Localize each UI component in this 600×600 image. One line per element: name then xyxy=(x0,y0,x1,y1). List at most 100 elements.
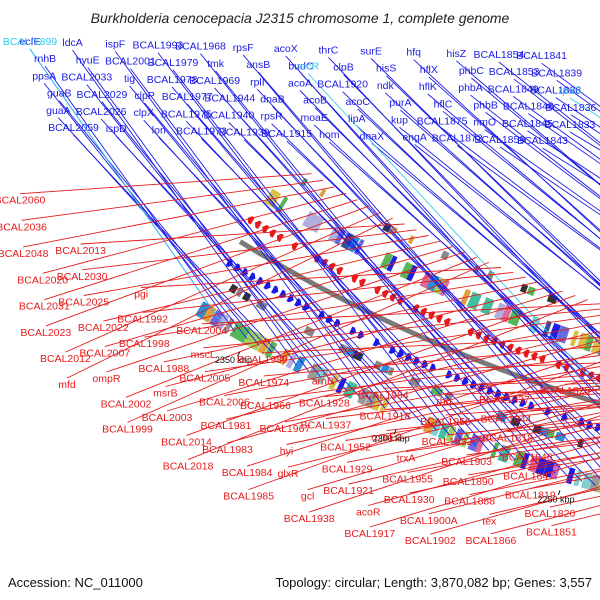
forward-gene-label[interactable]: engA xyxy=(402,132,427,144)
reverse-gene-label[interactable]: BCAL1837 xyxy=(479,394,530,406)
forward-gene-label[interactable]: hflC xyxy=(434,98,453,110)
reverse-gene-label[interactable]: BCAL1890 xyxy=(443,476,494,488)
forward-gene-label[interactable]: BCAL1944 xyxy=(204,92,255,104)
forward-gene-label[interactable]: BCAL1939 xyxy=(219,127,270,139)
reverse-gene-label[interactable]: BCAL2005 xyxy=(179,373,230,385)
reverse-gene-label[interactable]: rho xyxy=(436,396,451,408)
forward-gene-label[interactable]: tig xyxy=(124,73,135,85)
forward-gene-label[interactable]: clpX xyxy=(133,107,153,119)
reverse-gene-label[interactable]: BCAL2060 xyxy=(0,195,46,207)
reverse-gene-label[interactable]: BCAL2025 xyxy=(58,297,109,309)
reverse-gene-label[interactable]: BCAL1998 xyxy=(119,338,170,350)
reverse-gene-label[interactable]: trxA xyxy=(397,453,416,465)
reverse-gene-label[interactable]: BCAL1989 xyxy=(237,354,288,366)
forward-gene-label[interactable]: BCAL1845 xyxy=(502,118,553,130)
reverse-gene-label[interactable]: BCAL2022 xyxy=(78,322,129,334)
reverse-gene-label[interactable]: BCAL1974 xyxy=(238,377,289,389)
reverse-gene-label[interactable]: BCAL1955 xyxy=(382,473,433,485)
forward-gene-label[interactable]: BCAL2059 xyxy=(48,122,99,134)
forward-gene-label[interactable]: acoC xyxy=(345,96,370,108)
reverse-gene-label[interactable]: BCAL2014 xyxy=(161,436,212,448)
reverse-gene-label[interactable]: BCAL1954 xyxy=(358,389,409,401)
forward-gene-label[interactable]: BCAL1843 xyxy=(517,135,568,147)
forward-gene-label[interactable]: ispF xyxy=(105,38,125,50)
forward-gene-label[interactable]: BCAL1839 xyxy=(531,67,582,79)
forward-gene-label[interactable]: moaE xyxy=(300,112,327,124)
forward-gene-label[interactable]: BCAL2029 xyxy=(77,89,128,101)
forward-gene-label[interactable]: dnaX xyxy=(360,130,385,142)
reverse-gene-label[interactable]: BCAL2007 xyxy=(79,348,130,360)
reverse-gene-label[interactable]: BCAL1932 xyxy=(422,436,473,448)
reverse-gene-label[interactable]: BCAL2030 xyxy=(57,271,108,283)
forward-gene-label[interactable]: BCAL1841 xyxy=(516,50,567,62)
reverse-gene-label[interactable]: pgi xyxy=(134,289,148,301)
forward-gene-label[interactable]: hom xyxy=(319,129,340,141)
reverse-gene-label[interactable]: BCAL1921 xyxy=(323,485,374,497)
forward-gene-label[interactable]: BCAL1848 xyxy=(503,101,554,113)
reverse-gene-label[interactable]: BCAL1903 xyxy=(441,456,492,468)
reverse-gene-label[interactable]: BCAL1820 xyxy=(525,508,576,520)
reverse-gene-label[interactable]: BCAL2020 xyxy=(17,274,68,286)
forward-gene-label[interactable]: BCAL2001 xyxy=(105,56,156,68)
forward-gene-label[interactable]: phbB xyxy=(473,99,498,111)
forward-gene-label[interactable]: kup xyxy=(391,114,408,126)
reverse-gene-label[interactable]: tex xyxy=(482,515,497,527)
reverse-gene-label[interactable]: BCAL1952 xyxy=(320,442,371,454)
reverse-gene-label[interactable]: BCAL1825 xyxy=(540,385,591,397)
reverse-gene-label[interactable]: BCAL1967 xyxy=(260,423,311,435)
reverse-gene-label[interactable]: BCAL1918 xyxy=(360,411,411,423)
reverse-gene-label[interactable]: BCAL2048 xyxy=(0,248,49,260)
forward-gene-label[interactable]: clpB xyxy=(333,62,353,74)
reverse-gene-label[interactable]: BCAL2036 xyxy=(0,221,47,233)
reverse-gene-label[interactable]: glxR xyxy=(278,468,299,480)
reverse-gene-label[interactable]: BCAL2006 xyxy=(199,397,250,409)
reverse-gene-label[interactable]: gcl xyxy=(301,491,314,503)
reverse-gene-label[interactable]: ompR xyxy=(92,373,120,385)
forward-gene-label[interactable]: rnhB xyxy=(34,53,56,65)
forward-gene-label[interactable]: ecfE xyxy=(19,36,40,48)
forward-gene-label[interactable]: budC xyxy=(288,60,314,72)
forward-gene-label[interactable]: BCAL2033 xyxy=(61,72,112,84)
forward-gene-label[interactable]: BCAL1833 xyxy=(545,119,596,131)
reverse-gene-label[interactable]: BCAL1983 xyxy=(202,444,253,456)
forward-gene-label[interactable]: BCAL1836 xyxy=(546,102,597,114)
forward-gene-label[interactable]: BCAL1838 xyxy=(530,85,581,97)
reverse-gene-label[interactable]: BCAL1851 xyxy=(526,527,577,539)
rna-gene-label[interactable]: BCALr1899 xyxy=(3,36,57,48)
forward-gene-label[interactable]: tmk xyxy=(207,58,225,70)
reverse-gene-label[interactable]: BCAL2018 xyxy=(163,461,214,473)
reverse-gene-label[interactable]: hyi xyxy=(280,446,293,458)
reverse-gene-label[interactable]: BCAL2031 xyxy=(19,301,70,313)
forward-gene-label[interactable]: BCAL1979 xyxy=(148,57,199,69)
reverse-gene-label[interactable]: BCAL2003 xyxy=(142,412,193,424)
forward-gene-label[interactable]: BCAL1973 xyxy=(176,126,227,138)
reverse-gene-label[interactable]: BCAL1846 xyxy=(502,452,553,464)
rna-gene-label[interactable]: recR xyxy=(297,61,320,73)
reverse-gene-label[interactable]: BCAL1988 xyxy=(138,363,189,375)
reverse-gene-label[interactable]: msrB xyxy=(153,388,178,400)
forward-gene-label[interactable]: hisS xyxy=(376,63,396,75)
forward-gene-label[interactable]: BCAL1853 xyxy=(489,66,540,78)
reverse-gene-label[interactable]: mfd xyxy=(58,379,76,391)
forward-gene-label[interactable]: BCAL1849 xyxy=(488,83,539,95)
reverse-gene-label[interactable]: BCAL1818 xyxy=(482,433,533,445)
reverse-gene-label[interactable]: mscL xyxy=(191,349,216,361)
reverse-gene-label[interactable]: BCAL2023 xyxy=(20,327,71,339)
forward-gene-label[interactable]: thrC xyxy=(318,44,338,56)
reverse-gene-label[interactable]: BCAL1928 xyxy=(299,398,350,410)
forward-gene-label[interactable]: hfq xyxy=(406,47,421,59)
forward-gene-label[interactable]: dnaB xyxy=(260,94,285,106)
forward-gene-label[interactable]: ansB xyxy=(246,59,270,71)
forward-gene-label[interactable]: hflK xyxy=(419,81,437,93)
reverse-gene-label[interactable]: BCAL1929 xyxy=(322,463,373,475)
reverse-gene-label[interactable]: BCAL1937 xyxy=(301,420,352,432)
reverse-gene-label[interactable]: BCAL2013 xyxy=(55,245,106,257)
rna-gene-label[interactable]: rpoS xyxy=(559,85,581,97)
reverse-gene-label[interactable]: BCAL1966 xyxy=(240,400,291,412)
reverse-gene-label[interactable]: rpmE2 xyxy=(371,432,402,444)
reverse-gene-label[interactable]: BCAL1930 xyxy=(384,494,435,506)
forward-gene-label[interactable]: BCAL1969 xyxy=(189,75,240,87)
forward-gene-label[interactable]: BCAL1975 xyxy=(161,108,212,120)
reverse-gene-label[interactable]: BCAL1956 xyxy=(420,416,471,428)
forward-gene-label[interactable]: guaB xyxy=(47,88,72,100)
